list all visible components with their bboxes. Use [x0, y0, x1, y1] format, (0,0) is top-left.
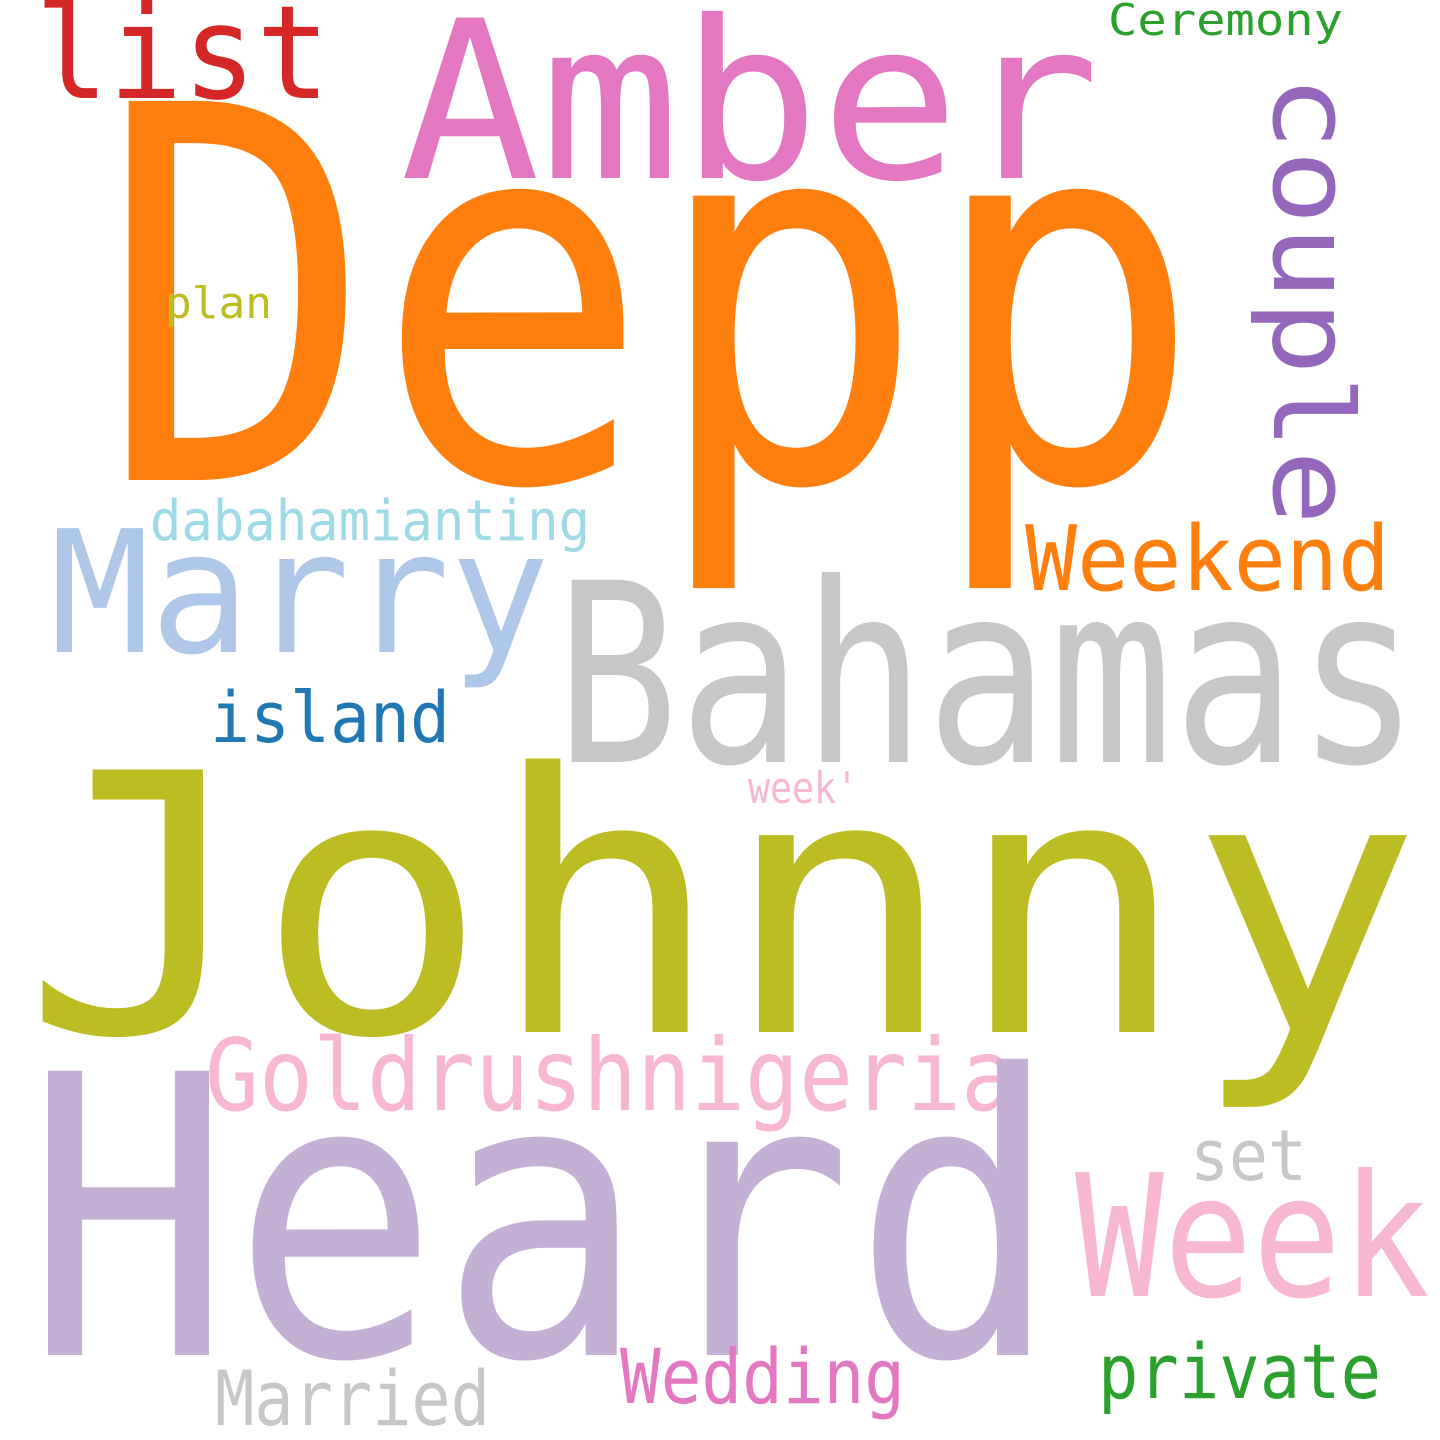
word-set: set	[1190, 1115, 1307, 1197]
word-week-quote: week'	[748, 763, 858, 814]
word-couple: couple	[1248, 75, 1376, 525]
word-private: private	[1098, 1327, 1381, 1416]
word-ceremony: Ceremony	[1108, 0, 1343, 46]
word-list: list	[35, 0, 330, 129]
word-bahamas: Bahamas	[555, 530, 1420, 821]
word-dabahamianting: dabahamianting	[150, 489, 590, 554]
word-plan: plan	[165, 278, 272, 329]
word-wedding: Wedding	[620, 1332, 905, 1421]
word-heard: Heard	[25, 993, 1060, 1440]
word-goldrushnigeria: Goldrushnigeria	[205, 1017, 1015, 1134]
word-married: Married	[215, 1354, 490, 1440]
word-week: Week	[1075, 1139, 1430, 1337]
word-amber: Amber	[400, 0, 1100, 230]
word-depp: Depp	[98, 0, 1203, 603]
word-marry: Marry	[50, 495, 550, 693]
word-johnny: Johnny	[22, 698, 1422, 1117]
word-island: island	[210, 677, 450, 759]
word-weekend: Weekend	[1025, 507, 1390, 612]
